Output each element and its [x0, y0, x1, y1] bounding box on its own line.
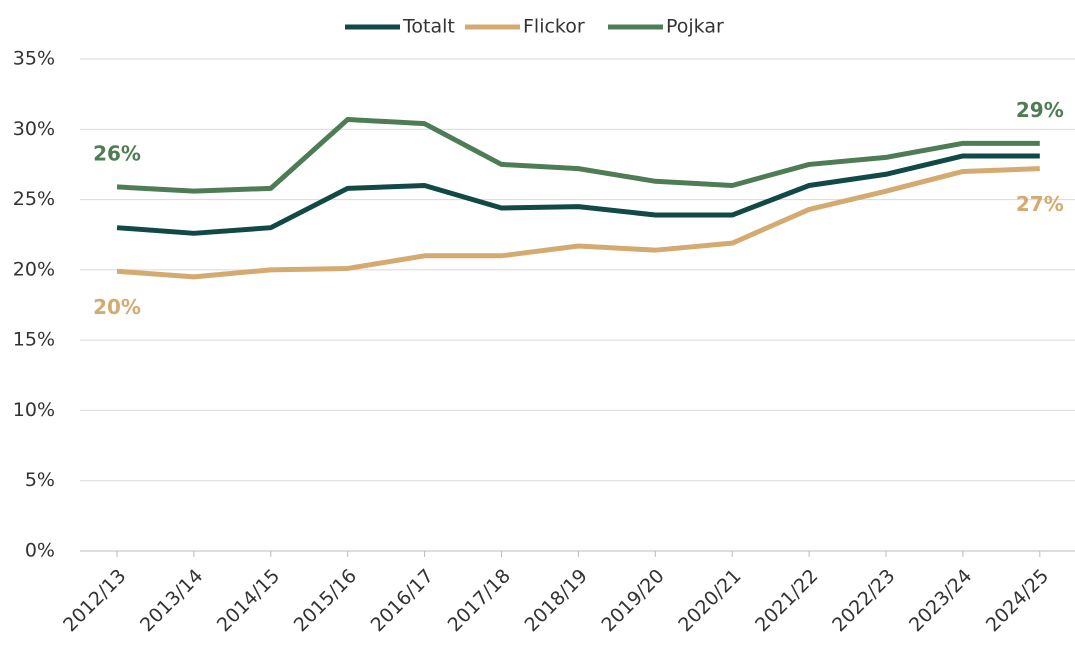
x-tick-label: 2018/19 [520, 565, 591, 636]
legend-label: Totalt [402, 16, 455, 38]
x-tick-label: 2020/21 [674, 565, 745, 636]
y-tick-label: 25% [13, 188, 55, 210]
data-label: 20% [93, 295, 141, 319]
x-tick-label: 2019/20 [597, 565, 668, 636]
data-label: 27% [1016, 192, 1064, 216]
y-tick-label: 35% [13, 48, 55, 70]
x-tick-label: 2014/15 [213, 565, 284, 636]
x-tick-label: 2012/13 [59, 565, 130, 636]
x-tick-label: 2021/22 [751, 565, 822, 636]
y-tick-label: 0% [25, 540, 55, 562]
y-tick-label: 20% [13, 258, 55, 280]
x-tick-label: 2022/23 [828, 565, 899, 636]
series-line [116, 166, 1040, 280]
legend-label: Pojkar [666, 16, 724, 38]
y-tick-label: 10% [13, 399, 55, 421]
series-line [116, 153, 1040, 236]
x-tick-label: 2015/16 [290, 565, 361, 636]
legend-label: Flickor [523, 16, 585, 38]
data-label: 26% [93, 141, 141, 165]
x-tick-label: 2017/18 [444, 565, 515, 636]
y-tick-label: 15% [13, 329, 55, 351]
series-line [116, 116, 1040, 194]
data-label: 29% [1016, 98, 1064, 122]
x-tick-label: 2024/25 [982, 565, 1053, 636]
x-tick-label: 2016/17 [367, 565, 438, 636]
x-tick-label: 2013/14 [136, 565, 207, 636]
y-tick-label: 30% [13, 118, 55, 140]
y-tick-label: 5% [25, 469, 55, 491]
x-tick-label: 2023/24 [905, 565, 976, 636]
